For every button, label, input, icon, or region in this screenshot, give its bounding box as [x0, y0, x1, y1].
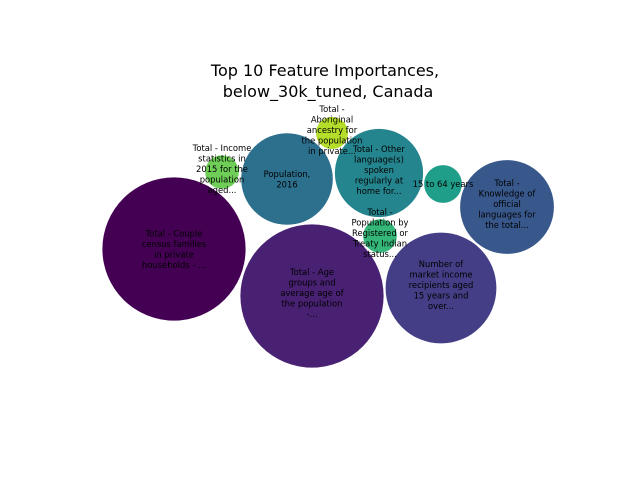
- bubble-7: [424, 165, 462, 203]
- bubble-label-3: Number of market income recipients aged 15 …: [409, 259, 474, 311]
- bubble-6: [334, 128, 424, 218]
- bubble-label-9: Total - Income statistics in 2015 for the p…: [192, 143, 252, 195]
- bubbles-group: Total - Couple census families in private h…: [102, 104, 554, 368]
- bubble-label-8: Total -Population by Registered or Treaty …: [352, 207, 409, 259]
- bubble-label-7: 15 to 64 years: [413, 179, 474, 189]
- bubble-label-5: Population, 2016: [264, 169, 311, 190]
- bubble-8: [363, 219, 397, 253]
- bubble-4: [460, 160, 554, 254]
- bubble-2: [240, 224, 384, 368]
- bubble-5: [241, 133, 333, 225]
- bubble-3: [385, 232, 497, 344]
- bubble-label-6: Total - Other language(s) spoken regularly …: [352, 144, 405, 196]
- bubble-label-10: Total -Aboriginal ancestry for the populat…: [302, 104, 363, 156]
- bubble-label-4: Total -Knowledge of official languages for…: [478, 178, 536, 230]
- chart-title-line-2: below_30k_tuned, Canada: [223, 82, 434, 102]
- bubble-10: [316, 117, 348, 149]
- chart-title: Top 10 Feature Importances, below_30k_tu…: [210, 61, 439, 102]
- bubble-label-2: Total - Age groups and average age of the p…: [280, 267, 344, 319]
- bubble-9: [205, 155, 239, 189]
- bubble-label-1: Total - Couple census families in private h…: [142, 228, 207, 269]
- chart-title-line-1: Top 10 Feature Importances,: [210, 61, 439, 80]
- bubble-1: [102, 177, 246, 321]
